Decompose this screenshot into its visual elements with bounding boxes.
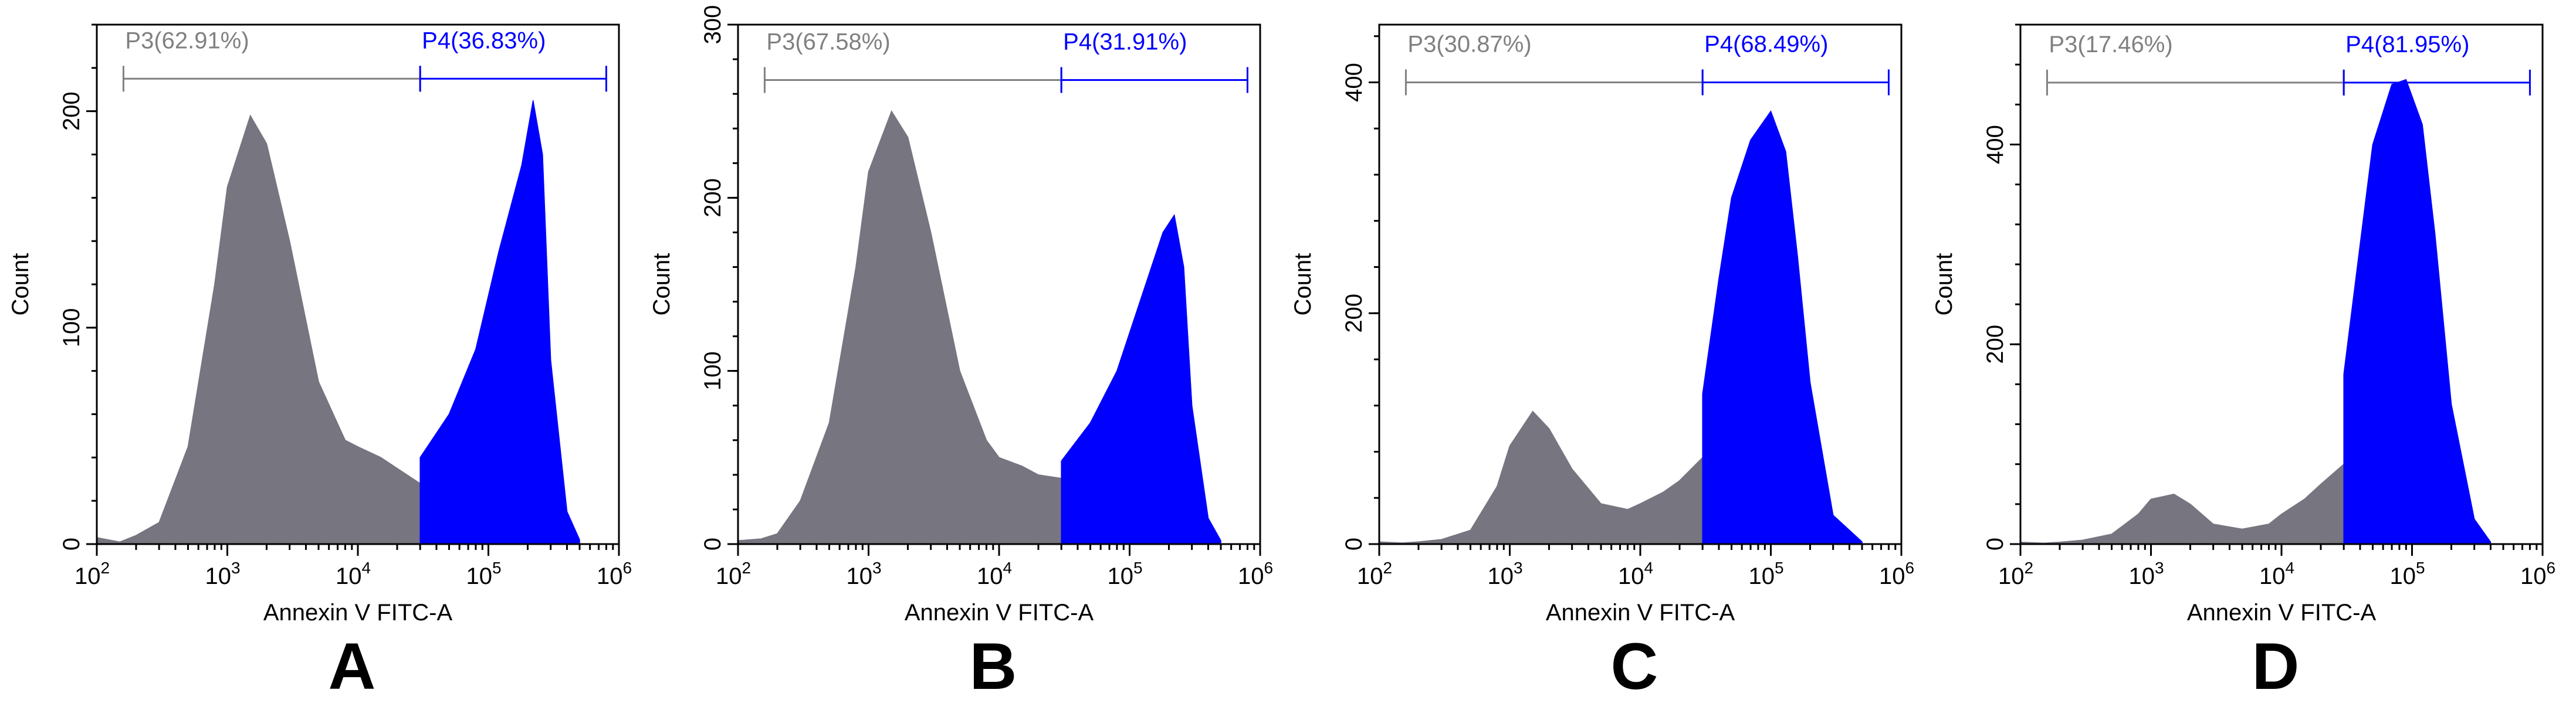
y-tick-label: 400 xyxy=(1341,63,1367,102)
panel-letter: D xyxy=(2252,630,2300,703)
x-tick-label: 102 xyxy=(1357,559,1392,589)
y-tick-label: 0 xyxy=(1341,538,1367,551)
y-axis-title: Count xyxy=(1290,253,1316,316)
gate-label: P3(62.91%) xyxy=(125,28,249,53)
x-tick-label: 103 xyxy=(1487,559,1522,589)
panel-letter: C xyxy=(1611,630,1658,703)
x-tick-label: 103 xyxy=(2128,559,2164,589)
y-tick-label: 100 xyxy=(700,351,726,390)
panel-letter: B xyxy=(970,630,1017,703)
x-tick-label: 106 xyxy=(1238,559,1273,589)
histogram-p3 xyxy=(96,114,421,545)
gate-label: P3(67.58%) xyxy=(766,29,890,55)
x-tick-exponent: 3 xyxy=(2155,559,2164,577)
x-tick-label: 104 xyxy=(2259,559,2294,589)
y-tick-label: 0 xyxy=(59,538,84,551)
x-axis-title: Annexin V FITC-A xyxy=(263,600,453,626)
x-tick-label: 104 xyxy=(1618,559,1653,589)
x-tick-label: 103 xyxy=(205,559,240,589)
y-axis-title: Count xyxy=(649,253,675,316)
x-tick-exponent: 4 xyxy=(2285,559,2294,577)
histogram-p4 xyxy=(419,100,580,545)
panel-letter: A xyxy=(329,630,376,703)
gate-label: P4(36.83%) xyxy=(422,28,546,53)
x-tick-exponent: 5 xyxy=(492,559,502,577)
histogram-p4 xyxy=(1702,110,1863,545)
x-tick-exponent: 3 xyxy=(231,559,241,577)
x-tick-label: 105 xyxy=(1107,559,1142,589)
x-tick-exponent: 5 xyxy=(1133,559,1143,577)
y-tick-label: 200 xyxy=(700,178,726,218)
x-tick-label: 104 xyxy=(336,559,371,589)
x-tick-label: 104 xyxy=(977,559,1012,589)
x-tick-exponent: 2 xyxy=(1383,559,1392,577)
x-tick-label: 103 xyxy=(846,559,881,589)
x-tick-exponent: 5 xyxy=(1775,559,1784,577)
y-axis-title: Count xyxy=(8,253,33,316)
gate-label: P3(17.46%) xyxy=(2049,32,2172,57)
x-tick-exponent: 5 xyxy=(2416,559,2425,577)
x-tick-exponent: 6 xyxy=(2546,559,2555,577)
x-tick-label: 106 xyxy=(2520,559,2555,589)
x-tick-exponent: 6 xyxy=(1264,559,1273,577)
x-tick-exponent: 3 xyxy=(872,559,882,577)
gate-label: P4(68.49%) xyxy=(1704,31,1828,57)
y-tick-label: 200 xyxy=(59,91,84,131)
panel-b: 0 100 200 300 102 103 104 105 106 Annexin V FITC-… xyxy=(649,5,1273,703)
panel-a: 0 100 200 102 103 104 105 106 Annexin V FITC-A Co… xyxy=(8,23,632,703)
panel-c: 0 200 400 102 103 104 105 106 Annexin V FITC-A Co… xyxy=(1290,23,1914,703)
x-tick-exponent: 4 xyxy=(1003,559,1012,577)
y-tick-label: 0 xyxy=(700,538,726,551)
x-tick-exponent: 6 xyxy=(1905,559,1914,577)
gate-label: P4(31.91%) xyxy=(1063,29,1187,55)
x-tick-label: 102 xyxy=(75,559,110,589)
histogram-p3 xyxy=(2020,463,2344,545)
x-tick-exponent: 6 xyxy=(622,559,632,577)
x-tick-exponent: 2 xyxy=(2024,559,2033,577)
y-axis-title: Count xyxy=(1931,253,1957,316)
x-axis-title: Annexin V FITC-A xyxy=(2187,600,2377,626)
histogram-p3 xyxy=(737,110,1062,545)
y-tick-label: 0 xyxy=(1982,538,2008,551)
panel-d: 0 200 400 102 103 104 105 106 Annexin V FITC-A Co… xyxy=(1931,23,2555,703)
x-tick-label: 102 xyxy=(716,559,751,589)
y-tick-label: 200 xyxy=(1341,294,1367,333)
y-tick-label: 200 xyxy=(1982,325,2008,364)
histogram-p4 xyxy=(1061,213,1221,545)
x-tick-exponent: 4 xyxy=(361,559,371,577)
x-tick-label: 106 xyxy=(1879,559,1914,589)
x-tick-label: 105 xyxy=(466,559,501,589)
x-tick-label: 106 xyxy=(597,559,632,589)
x-axis-title: Annexin V FITC-A xyxy=(1546,600,1735,626)
gate-label: P3(30.87%) xyxy=(1407,31,1531,57)
x-tick-exponent: 2 xyxy=(100,559,110,577)
gate-label: P4(81.95%) xyxy=(2345,32,2469,57)
x-axis-title: Annexin V FITC-A xyxy=(905,600,1094,626)
y-tick-label: 100 xyxy=(59,308,84,347)
histogram-p4 xyxy=(2343,79,2492,545)
x-tick-exponent: 2 xyxy=(742,559,751,577)
y-tick-label: 400 xyxy=(1982,125,2008,164)
x-tick-label: 105 xyxy=(2389,559,2425,589)
x-tick-label: 105 xyxy=(1748,559,1783,589)
x-tick-exponent: 4 xyxy=(1644,559,1653,577)
y-tick-label: 300 xyxy=(700,5,726,45)
plot-frame xyxy=(2019,23,2544,545)
x-tick-label: 102 xyxy=(1998,559,2033,589)
x-tick-exponent: 3 xyxy=(1514,559,1523,577)
histogram-p3 xyxy=(1379,410,1703,545)
